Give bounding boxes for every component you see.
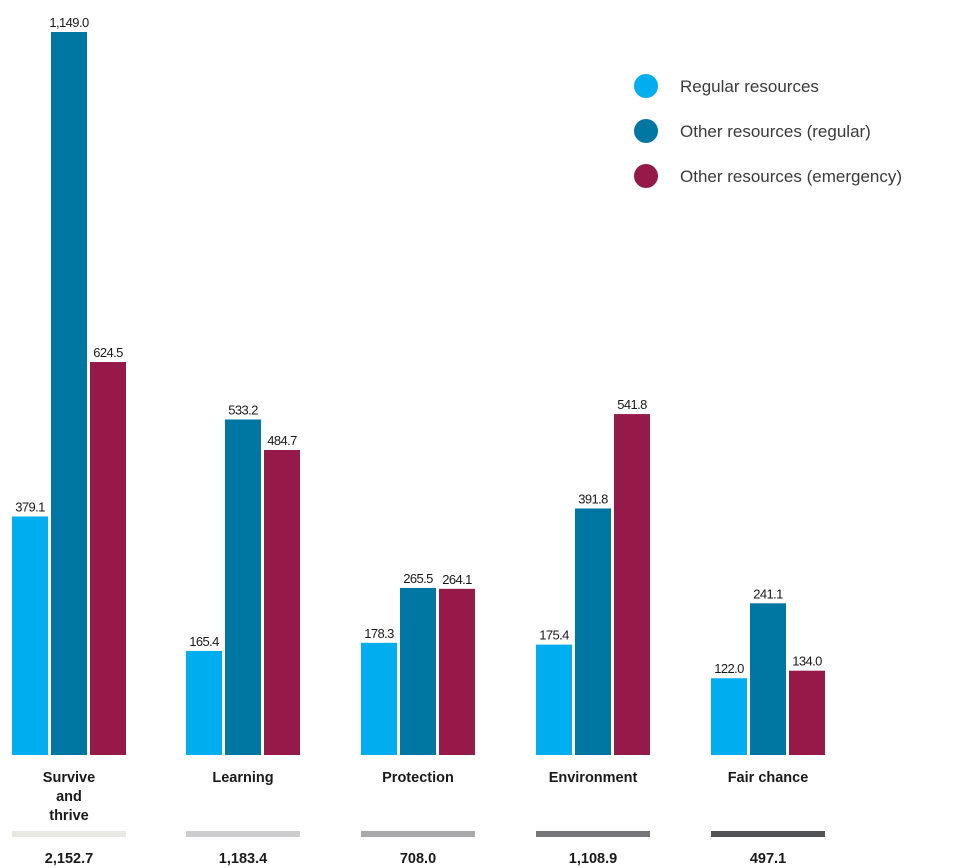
value-label-fair-chance-regular-resources: 122.0 bbox=[714, 661, 744, 676]
value-label-survive-and-thrive-regular-resources: 379.1 bbox=[15, 499, 45, 514]
bar-survive-and-thrive-regular-resources bbox=[12, 516, 48, 755]
value-label-protection-other-resources-regular: 265.5 bbox=[403, 571, 433, 586]
value-label-protection-other-resources-emergency: 264.1 bbox=[442, 572, 472, 587]
legend-swatch-other-resources-emergency bbox=[634, 164, 658, 188]
value-label-environment-other-resources-emergency: 541.8 bbox=[617, 397, 647, 412]
value-labels-layer: 379.1 1,149.0 624.5 165.4 533.2 484.7 178.3 265… bbox=[15, 15, 823, 676]
category-label-line: Survive bbox=[43, 770, 95, 786]
total-bar-fair-chance bbox=[711, 831, 825, 837]
totals-layer: 2,152.7 1,183.4 708.0 1,108.9 497.1 bbox=[12, 831, 825, 867]
category-label-survive-and-thrive: Survive and thrive bbox=[43, 770, 95, 824]
total-bar-survive-and-thrive bbox=[12, 831, 126, 837]
total-label-fair-chance: 497.1 bbox=[750, 851, 786, 867]
category-label-fair-chance: Fair chance bbox=[728, 770, 809, 786]
category-label-line: Learning bbox=[212, 770, 273, 786]
category-label-line: and bbox=[56, 789, 82, 805]
total-label-learning: 1,183.4 bbox=[219, 851, 267, 867]
legend: Regular resources Other resources (regula… bbox=[634, 74, 902, 188]
legend-swatch-other-resources-regular bbox=[634, 119, 658, 143]
total-label-survive-and-thrive: 2,152.7 bbox=[45, 851, 93, 867]
category-labels-layer: Survive and thrive Learning Protection Enviro… bbox=[43, 770, 809, 824]
bar-environment-other-resources-emergency bbox=[614, 414, 650, 755]
value-label-fair-chance-other-resources-emergency: 134.0 bbox=[792, 654, 822, 669]
category-label-line: Fair chance bbox=[728, 770, 809, 786]
value-label-learning-regular-resources: 165.4 bbox=[189, 634, 219, 649]
legend-label-regular-resources: Regular resources bbox=[680, 77, 819, 96]
bar-protection-regular-resources bbox=[361, 642, 397, 755]
bar-environment-other-resources-regular bbox=[575, 508, 611, 755]
legend-label-other-resources-emergency: Other resources (emergency) bbox=[680, 167, 902, 186]
bar-protection-other-resources-regular bbox=[400, 587, 436, 755]
bars-layer bbox=[12, 32, 825, 755]
bar-survive-and-thrive-other-resources-regular bbox=[51, 32, 87, 755]
bar-learning-other-resources-emergency bbox=[264, 450, 300, 755]
bar-environment-regular-resources bbox=[536, 644, 572, 755]
bar-fair-chance-other-resources-regular bbox=[750, 603, 786, 755]
value-label-learning-other-resources-emergency: 484.7 bbox=[267, 433, 297, 448]
total-bar-protection bbox=[361, 831, 475, 837]
value-label-protection-regular-resources: 178.3 bbox=[364, 626, 394, 641]
bar-fair-chance-other-resources-emergency bbox=[789, 670, 825, 755]
legend-swatch-regular-resources bbox=[634, 74, 658, 98]
value-label-fair-chance-other-resources-regular: 241.1 bbox=[753, 586, 783, 601]
total-bar-environment bbox=[536, 831, 650, 837]
category-label-line: Environment bbox=[549, 770, 638, 786]
value-label-environment-other-resources-regular: 391.8 bbox=[578, 491, 608, 506]
total-bar-learning bbox=[186, 831, 300, 837]
bar-survive-and-thrive-other-resources-emergency bbox=[90, 362, 126, 755]
value-label-environment-regular-resources: 175.4 bbox=[539, 628, 569, 643]
category-label-learning: Learning bbox=[212, 770, 273, 786]
value-label-survive-and-thrive-other-resources-regular: 1,149.0 bbox=[49, 15, 89, 30]
bar-learning-other-resources-regular bbox=[225, 419, 261, 755]
bar-fair-chance-regular-resources bbox=[711, 678, 747, 755]
legend-label-other-resources-regular: Other resources (regular) bbox=[680, 122, 871, 141]
total-label-environment: 1,108.9 bbox=[569, 851, 617, 867]
value-label-learning-other-resources-regular: 533.2 bbox=[228, 402, 258, 417]
category-label-environment: Environment bbox=[549, 770, 638, 786]
category-label-protection: Protection bbox=[382, 770, 454, 786]
category-label-line: Protection bbox=[382, 770, 454, 786]
category-label-line: thrive bbox=[49, 808, 89, 824]
value-label-survive-and-thrive-other-resources-emergency: 624.5 bbox=[93, 345, 123, 360]
bar-learning-regular-resources bbox=[186, 650, 222, 755]
bar-protection-other-resources-emergency bbox=[439, 588, 475, 755]
total-label-protection: 708.0 bbox=[400, 851, 436, 867]
